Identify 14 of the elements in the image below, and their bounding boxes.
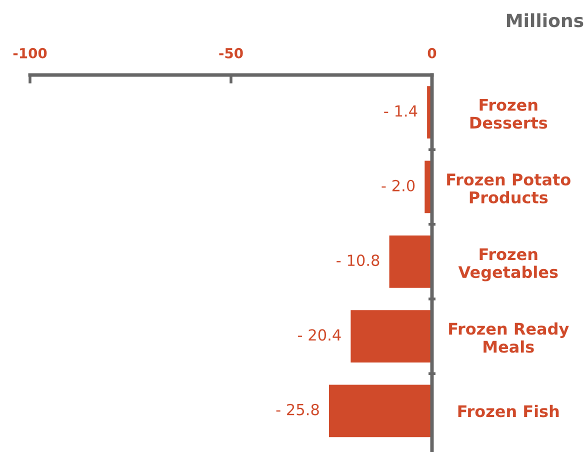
data-label: - 25.8 bbox=[276, 404, 319, 416]
data-label: - 20.4 bbox=[298, 329, 341, 341]
y-tick-label: Frozen Potato Products bbox=[447, 174, 570, 204]
data-label: - 2.0 bbox=[382, 180, 415, 192]
x-tick-label: 0 bbox=[428, 48, 436, 58]
x-tick-label: -50 bbox=[219, 48, 243, 58]
y-tick-label: Frozen Ready Meals bbox=[449, 322, 569, 353]
y-tick-label: Frozen Desserts bbox=[470, 99, 548, 129]
y-tick-label: Frozen Vegetables bbox=[458, 248, 558, 282]
x-axis-title: Millions bbox=[506, 13, 584, 28]
x-tick-label: -100 bbox=[13, 48, 47, 58]
data-label: - 10.8 bbox=[336, 254, 380, 266]
data-label: - 1.4 bbox=[384, 105, 418, 117]
y-tick-label: Frozen Fish bbox=[458, 404, 559, 418]
